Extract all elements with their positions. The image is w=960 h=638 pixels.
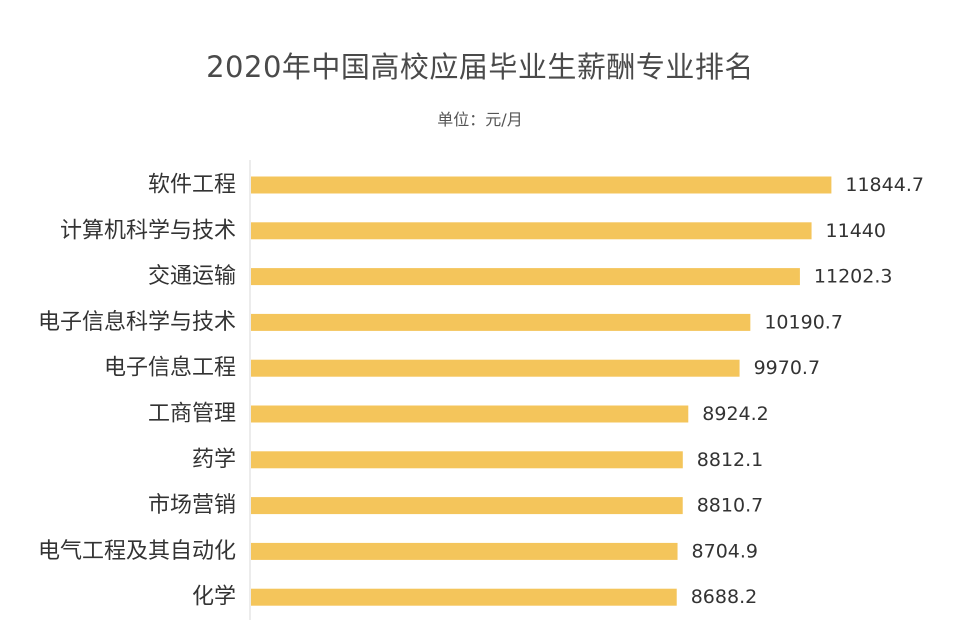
value-label: 10190.7 [764, 311, 843, 333]
chart-subtitle: 单位：元/月 [437, 110, 523, 129]
category-label: 市场营销 [148, 493, 236, 518]
bar [251, 405, 689, 423]
bar [251, 313, 751, 331]
value-label: 11440 [826, 220, 886, 242]
bars-group: 软件工程 11844.7 计算机科学与技术 11440 交通运输 11202.3 电子信息科… [38, 160, 924, 620]
value-label: 11844.7 [845, 174, 924, 196]
category-label: 电子信息工程 [104, 356, 236, 381]
value-label: 8704.9 [692, 540, 758, 562]
category-label: 软件工程 [148, 173, 236, 198]
bar [251, 268, 800, 286]
value-label: 8812.1 [697, 449, 763, 471]
chart-title: 2020年中国高校应届毕业生薪酬专业排名 [206, 50, 754, 84]
bar [251, 222, 812, 240]
bar [251, 451, 683, 469]
value-label: 8810.7 [697, 495, 763, 517]
category-label: 电子信息科学与技术 [38, 310, 236, 335]
category-label: 电气工程及其自动化 [38, 539, 236, 564]
value-label: 9970.7 [754, 357, 820, 379]
value-label: 8924.2 [702, 403, 768, 425]
value-label: 8688.2 [691, 586, 757, 608]
bar [251, 176, 832, 194]
bar [251, 359, 740, 377]
value-label: 11202.3 [814, 266, 893, 288]
category-label: 工商管理 [148, 402, 236, 427]
category-label: 化学 [192, 585, 236, 610]
category-label: 交通运输 [148, 264, 236, 289]
bar [251, 497, 683, 515]
category-label: 计算机科学与技术 [60, 218, 236, 243]
category-label: 药学 [192, 447, 236, 472]
bar [251, 588, 677, 606]
bar [251, 542, 678, 560]
